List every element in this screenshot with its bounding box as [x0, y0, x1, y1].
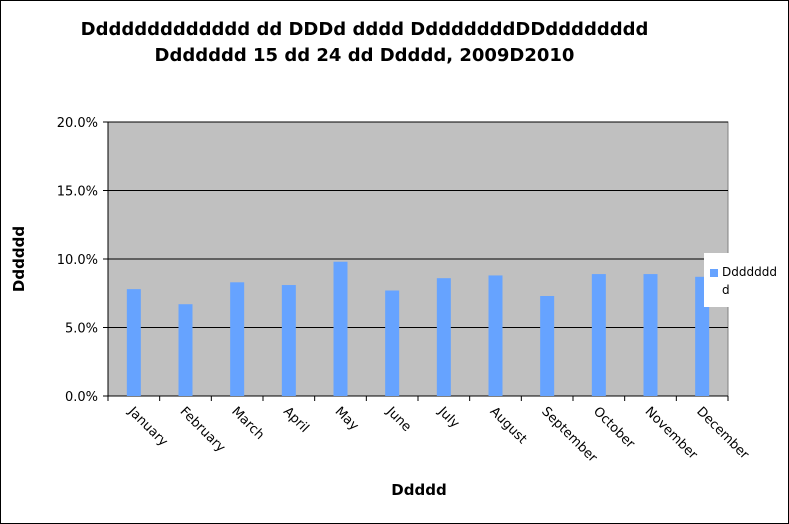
- bar-july: [436, 278, 451, 396]
- y-tick-label: 15.0%: [57, 185, 98, 200]
- bar-january: [126, 289, 141, 396]
- x-tick-label: November: [642, 404, 701, 463]
- x-tick-label: April: [280, 404, 312, 436]
- bar-june: [385, 290, 400, 396]
- x-tick-label: May: [332, 404, 362, 434]
- x-tick-label: December: [693, 404, 752, 463]
- y-tick-label: 5.0%: [65, 322, 98, 337]
- y-tick-label: 10.0%: [57, 253, 98, 268]
- bar-november: [643, 274, 658, 396]
- x-tick-label: February: [177, 404, 229, 456]
- legend: Ddddddd d: [704, 253, 784, 307]
- chart-title: Ddddddddddddd dd DDDd dddd DdddddddDDddd…: [80, 19, 649, 40]
- x-tick-label: March: [228, 404, 267, 443]
- x-tick-label: August: [487, 404, 530, 447]
- legend-swatch: [710, 269, 718, 277]
- legend-label: Ddddddd d: [722, 265, 777, 297]
- bar-october: [591, 274, 606, 396]
- y-tick-label: 20.0%: [57, 116, 98, 131]
- y-axis-label: Dddddd: [10, 225, 28, 293]
- x-tick-label: January: [124, 404, 170, 450]
- x-tick-label: October: [590, 404, 638, 452]
- y-tick-label: 0.0%: [65, 390, 98, 405]
- bar-august: [488, 275, 503, 396]
- bar-march: [230, 282, 245, 396]
- x-tick-label: June: [383, 404, 414, 435]
- bar-september: [540, 295, 555, 396]
- bar-february: [178, 304, 193, 396]
- bar-may: [333, 261, 348, 396]
- bar-april: [281, 285, 296, 396]
- x-axis-label: Ddddd: [391, 481, 447, 499]
- chart-subtitle: Ddddddd 15 dd 24 dd Ddddd, 2009D2010: [154, 45, 575, 66]
- x-tick-label: July: [434, 404, 462, 432]
